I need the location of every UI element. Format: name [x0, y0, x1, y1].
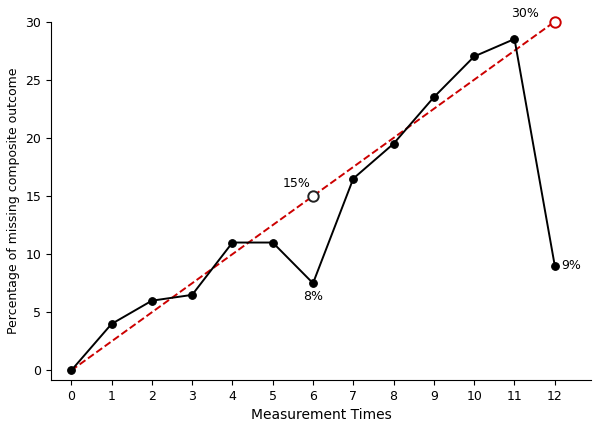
Text: 15%: 15% [283, 177, 311, 190]
Text: 8%: 8% [303, 290, 323, 303]
X-axis label: Measurement Times: Measurement Times [251, 408, 392, 422]
Text: 30%: 30% [511, 7, 539, 20]
Text: 9%: 9% [561, 259, 581, 272]
Y-axis label: Percentage of missing composite outcome: Percentage of missing composite outcome [7, 67, 20, 334]
